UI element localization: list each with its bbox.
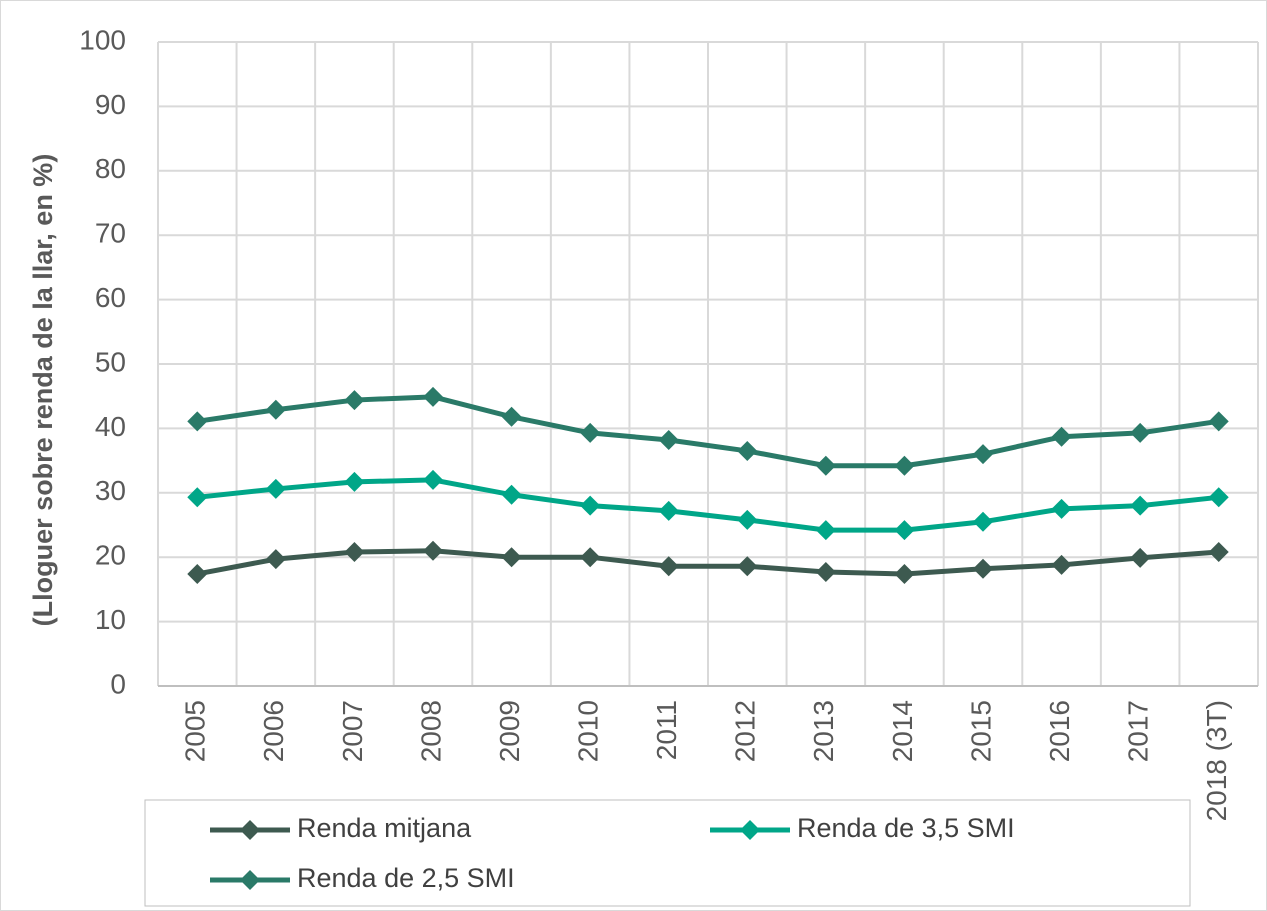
data-point <box>501 484 522 505</box>
data-point <box>580 547 601 568</box>
x-tick-label: 2007 <box>337 700 368 762</box>
data-point <box>658 500 679 521</box>
x-tick-label: 2012 <box>730 700 761 762</box>
data-point <box>187 411 208 432</box>
y-tick-label: 10 <box>95 604 126 635</box>
y-tick-label: 60 <box>95 282 126 313</box>
data-point <box>973 558 993 579</box>
legend-marker <box>740 820 760 840</box>
y-tick-label: 100 <box>79 24 126 55</box>
x-tick-label: 2008 <box>415 700 446 762</box>
data-point <box>1051 554 1072 575</box>
x-tick-label: 2011 <box>651 700 682 760</box>
data-point <box>894 455 915 476</box>
legend-label: Renda de 3,5 SMI <box>797 813 1015 843</box>
data-point <box>815 455 836 476</box>
data-point <box>501 406 522 427</box>
series-line <box>196 548 1219 577</box>
data-point <box>1051 498 1072 519</box>
data-point <box>894 563 915 584</box>
data-point <box>737 509 758 530</box>
x-tick-label: 2013 <box>808 700 839 762</box>
data-point <box>187 563 208 584</box>
data-point <box>658 556 679 577</box>
x-tick-label: 2010 <box>573 700 604 762</box>
x-tick-label: 2005 <box>180 700 211 762</box>
data-point <box>265 399 286 420</box>
data-point <box>1130 547 1151 568</box>
data-point <box>1208 542 1229 563</box>
data-point <box>894 520 915 541</box>
x-tick-label: 2014 <box>887 700 918 762</box>
data-point <box>1130 495 1151 516</box>
data-point <box>580 495 601 516</box>
y-axis-label: (Lloguer sobre renda de la llar, en %) <box>28 154 58 627</box>
y-tick-label: 50 <box>95 346 126 377</box>
y-tick-label: 70 <box>95 218 126 249</box>
data-point <box>423 469 443 490</box>
data-point <box>1208 411 1229 432</box>
x-tick-label: 2009 <box>494 700 525 762</box>
data-point <box>737 556 758 577</box>
data-point <box>423 386 443 407</box>
y-tick-label: 30 <box>95 475 126 506</box>
series-line <box>196 394 1220 469</box>
data-point <box>658 429 679 450</box>
x-tick-label: 2006 <box>258 700 289 762</box>
x-tick-label: 2015 <box>965 700 996 762</box>
series-line <box>197 477 1219 533</box>
y-tick-label: 90 <box>95 89 126 120</box>
legend-marker <box>240 820 260 840</box>
data-point <box>423 540 443 561</box>
x-tick-label: 2017 <box>1123 700 1154 762</box>
y-tick-label: 40 <box>95 411 126 442</box>
data-point <box>344 542 365 563</box>
y-tick-label: 80 <box>95 153 126 184</box>
legend-label: Renda de 2,5 SMI <box>297 863 515 893</box>
data-point <box>973 511 993 532</box>
data-point <box>501 547 522 568</box>
data-point <box>187 487 208 508</box>
legend-box <box>144 799 1191 907</box>
data-point <box>1051 426 1072 447</box>
data-point <box>265 549 286 570</box>
x-tick-label: 2018 (3T) <box>1201 700 1232 821</box>
y-tick-label: 0 <box>110 668 126 699</box>
data-point <box>344 390 365 411</box>
y-tick-label: 20 <box>95 540 126 571</box>
data-point <box>815 520 836 541</box>
data-point <box>815 562 836 583</box>
data-point <box>1130 422 1151 443</box>
x-tick-label: 2016 <box>1044 700 1075 762</box>
data-point <box>737 440 758 461</box>
legend-label: Renda mitjana <box>297 813 472 843</box>
data-point <box>973 444 993 465</box>
data-point <box>1208 487 1229 508</box>
data-point <box>580 422 601 443</box>
legend-marker <box>240 870 260 890</box>
data-point <box>344 471 365 492</box>
data-point <box>265 478 286 499</box>
